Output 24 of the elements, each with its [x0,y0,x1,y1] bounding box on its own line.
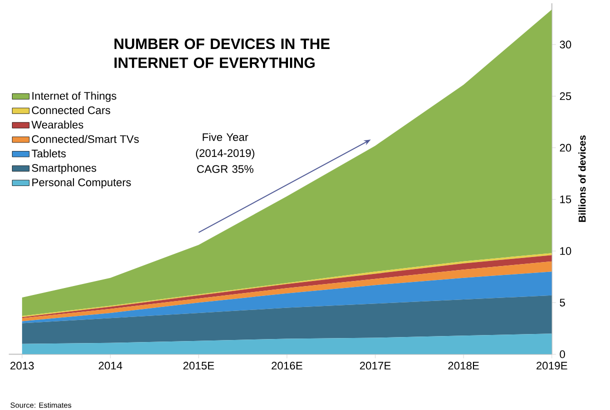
legend-label: Connected/Smart TVs [32,134,139,143]
y-tick-label: 0 [560,350,566,358]
x-tick-label: 2017E [360,362,391,370]
x-tick-label: 2016E [272,362,302,370]
x-tick-label: 2018E [448,362,479,370]
annotation: Five Year (2014-2019) CAGR 35% [196,132,254,173]
y-tick-label: 5 [560,298,565,306]
y-tick-label: 25 [560,92,572,100]
x-tick-label: 2015E [183,362,214,370]
y-tick-label: 10 [560,247,572,255]
legend-label: Smartphones [32,164,96,174]
legend-label: Internet of Things [32,92,116,102]
x-tick-label: 2014 [98,362,122,370]
y-axis-title: Billions of devices [578,135,586,222]
legend-label: Wearables [31,120,84,129]
y-tick-label: 30 [560,40,572,48]
legend-label: Tablets [32,149,66,158]
y-tick-label: 15 [560,196,572,204]
y-tick-label: 20 [560,144,572,152]
legend-label: Personal Computers [32,178,131,188]
x-tick-label: 2019E [536,362,568,370]
text: NUMBER OF DEVICES IN THE INTERNET OF EVERYTHING [114,38,330,68]
legend-label: Connected Cars [32,106,110,114]
x-tick-label: 2013 [10,362,34,370]
